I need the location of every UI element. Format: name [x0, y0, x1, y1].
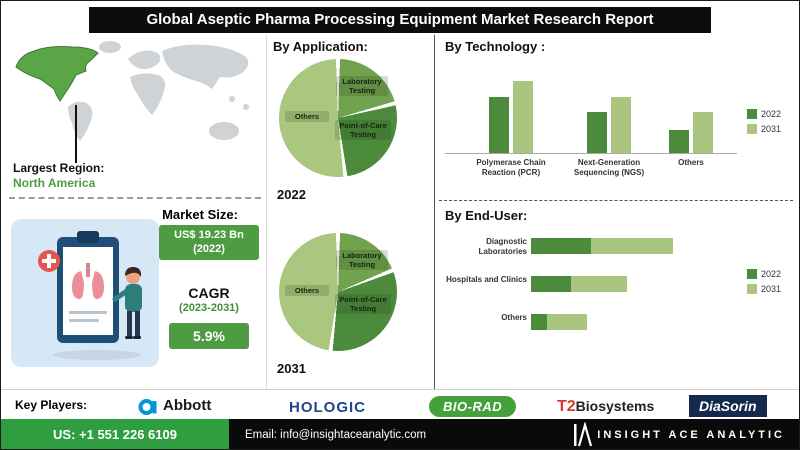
- divider-right-dashed: [439, 200, 793, 201]
- legend-swatch-2022: [747, 109, 757, 119]
- key-players-label: Key Players:: [15, 398, 88, 412]
- cagr-period: (2023-2031): [179, 302, 239, 314]
- pie-label-point-of-care: Point-of-Care Testing: [335, 120, 391, 140]
- region-europe: [128, 50, 161, 69]
- footer-phone: US: +1 551 226 6109: [1, 419, 229, 449]
- market-size-value: US$ 19.23 Bn: [174, 229, 244, 241]
- legend-label-2031: 2031: [761, 284, 782, 294]
- cagr-label: CAGR: [188, 285, 230, 301]
- legend-label-2022: 2022: [761, 269, 782, 279]
- person-figure: [112, 267, 142, 339]
- bar-pcr-2031: [513, 81, 533, 153]
- pie-2031-graphic: [279, 233, 397, 351]
- pie-label-others: Others: [285, 285, 329, 296]
- medical-illustration: [11, 219, 159, 367]
- region-africa: [130, 73, 166, 115]
- cagr-value-box: 5.9%: [169, 323, 249, 349]
- category-label-others: Others: [678, 158, 704, 167]
- x-axis-line: [445, 153, 737, 154]
- insight-ace-logo-icon: [574, 422, 593, 447]
- region-asia: [162, 44, 249, 89]
- legend-label-2031: 2031: [761, 124, 782, 134]
- divider-left-mid: [266, 35, 267, 389]
- legend-label-2022: 2022: [761, 109, 782, 119]
- legend-swatch-2022: [747, 269, 757, 279]
- bar-hospitals-2022: [531, 276, 571, 292]
- region-australia: [209, 122, 239, 140]
- t2-suffix: Biosystems: [575, 398, 655, 414]
- logo-hologic: HOLOGIC: [289, 399, 366, 416]
- section-title-technology: By Technology :: [445, 39, 546, 54]
- divider-left-dashed: [9, 197, 261, 199]
- section-title-end-user: By End-User:: [445, 208, 528, 223]
- pie-label-others: Others: [285, 111, 329, 122]
- legend-swatch-2031: [747, 124, 757, 134]
- region-greenland: [99, 41, 121, 53]
- bar-others-2022: [669, 130, 689, 153]
- abbott-icon: [138, 399, 157, 415]
- divider-mid-right: [434, 35, 435, 389]
- logo-t2-biosystems: T2Biosystems: [557, 398, 654, 416]
- report-title: Global Aseptic Pharma Processing Equipme…: [89, 7, 711, 33]
- legend-swatch-2031: [747, 284, 757, 294]
- category-label-pcr: Polymerase Chain Reaction (PCR): [476, 158, 546, 177]
- section-title-application: By Application:: [273, 39, 368, 54]
- region-north-america: [15, 46, 99, 102]
- bar-row-others: Others: [441, 313, 741, 335]
- world-map: [15, 41, 249, 141]
- t2-prefix: T2: [557, 398, 576, 415]
- pie-year-2031: 2031: [277, 361, 306, 376]
- bar-ngs-2031: [611, 97, 631, 153]
- category-label-ngs: Next-Generation Sequencing (NGS): [573, 158, 645, 177]
- region-south-america: [68, 101, 93, 141]
- bar-group-others: [669, 112, 713, 153]
- logo-diasorin: DiaSorin: [689, 395, 767, 417]
- bar-others-2031: [693, 112, 713, 153]
- bar-pcr-2022: [489, 97, 509, 153]
- footer-brand: INSIGHT ACE ANALYTIC: [597, 429, 785, 441]
- bar-group-pcr: [489, 81, 533, 153]
- pie-label-laboratory-testing: Laboratory Testing: [336, 76, 388, 96]
- technology-legend: 2022 2031: [747, 109, 781, 139]
- region-pointer-line: [75, 105, 77, 163]
- category-label-others: Others: [501, 313, 527, 322]
- abbott-wordmark: Abbott: [163, 396, 212, 414]
- end-user-legend: 2022 2031: [747, 269, 781, 299]
- bar-diagnostic-2031: [591, 238, 673, 254]
- bar-group-ngs: [587, 97, 631, 153]
- logo-bio-rad: BIO-RAD: [429, 396, 517, 417]
- largest-region-value: North America: [13, 176, 96, 190]
- pie-label-laboratory-testing: Laboratory Testing: [336, 250, 388, 270]
- lungs: [72, 271, 84, 299]
- bar-others-2031: [547, 314, 587, 330]
- bar-others-2022: [531, 314, 547, 330]
- category-label-hospitals-clinics: Hospitals and Clinics: [446, 275, 527, 284]
- logo-abbott: Abbott: [137, 394, 211, 416]
- pie-chart-2031: Laboratory Testing Point-of-Care Testing…: [279, 233, 397, 351]
- largest-region-label: Largest Region:: [13, 161, 105, 175]
- pie-year-2022: 2022: [277, 187, 306, 202]
- bar-ngs-2022: [587, 112, 607, 153]
- technology-bar-chart: Polymerase Chain Reaction (PCR) Next-Gen…: [441, 57, 741, 189]
- pie-2022-graphic: [279, 59, 397, 177]
- pie-chart-2022: Laboratory Testing Point-of-Care Testing…: [279, 59, 397, 177]
- bar-hospitals-2031: [571, 276, 627, 292]
- category-label-diagnostic-laboratories: Diagnostic Laboratories: [478, 237, 527, 256]
- market-size-value-box: US$ 19.23 Bn (2022): [159, 225, 259, 260]
- pie-label-point-of-care: Point-of-Care Testing: [335, 294, 391, 314]
- market-size-label: Market Size:: [162, 207, 238, 222]
- end-user-bar-chart: Diagnostic Laboratories Hospitals and Cl…: [441, 229, 741, 354]
- divider-bottom: [1, 389, 799, 390]
- footer-email: Email: info@insightaceanalytic.com: [245, 429, 427, 441]
- bar-diagnostic-2022: [531, 238, 591, 254]
- bar-row-hospitals-clinics: Hospitals and Clinics: [441, 275, 741, 297]
- market-size-year: (2022): [193, 243, 225, 256]
- bar-row-diagnostic-laboratories: Diagnostic Laboratories: [441, 237, 741, 259]
